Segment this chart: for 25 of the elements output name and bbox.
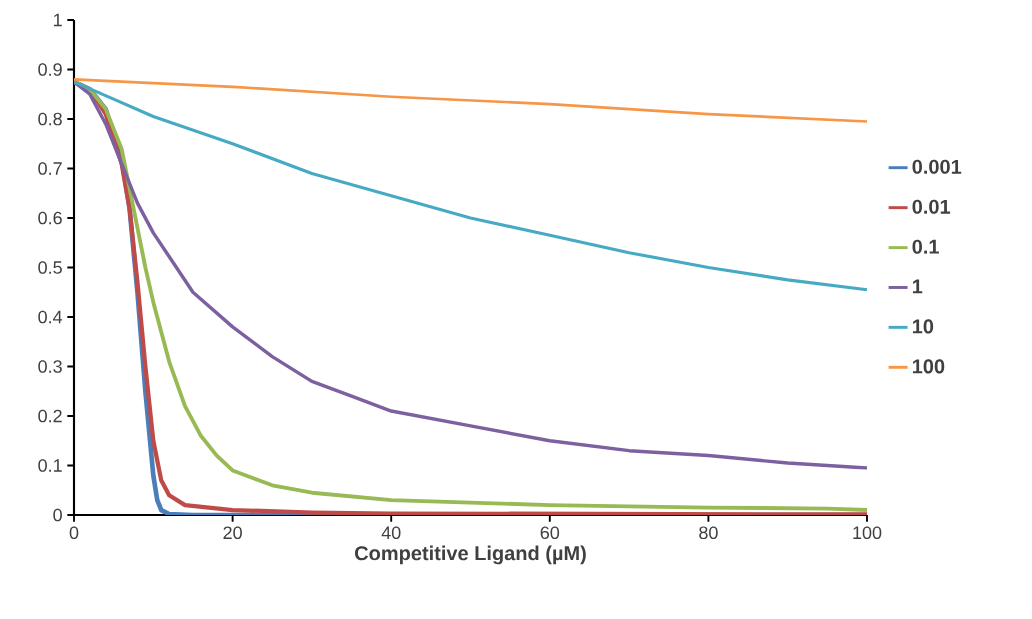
legend-label: 0.001	[912, 159, 962, 174]
y-tick-label: 0.2	[38, 409, 62, 423]
y-tick-label: 0.8	[38, 112, 62, 126]
y-tick-label: 0.6	[38, 211, 62, 225]
legend-label: 100	[912, 359, 945, 374]
y-tick-label: 0.5	[38, 261, 62, 274]
y-tick-label: 0.9	[38, 63, 62, 76]
x-tick-label: 20	[223, 526, 242, 540]
x-tick-label: 0	[69, 526, 79, 540]
y-tick-label: 0	[53, 508, 62, 522]
y-tick-label: 0.3	[38, 360, 62, 373]
y-tick-label: 0.1	[38, 459, 62, 472]
legend-label: 10	[912, 319, 934, 334]
x-axis-title: Competitive Ligand (µM)	[355, 545, 586, 565]
x-tick-label: 100	[853, 526, 882, 540]
legend-label: 0.1	[912, 239, 939, 254]
x-tick-label: 80	[699, 526, 718, 540]
legend-label: 1	[912, 279, 923, 294]
y-tick-label: 1	[54, 13, 62, 27]
x-tick-label: 60	[540, 526, 560, 540]
line-series	[74, 78, 868, 123]
y-tick-label: 0.7	[38, 162, 62, 175]
y-tick-label: 0.4	[38, 310, 63, 324]
x-tick-label: 40	[381, 526, 401, 540]
legend-label: 0.01	[912, 199, 951, 214]
